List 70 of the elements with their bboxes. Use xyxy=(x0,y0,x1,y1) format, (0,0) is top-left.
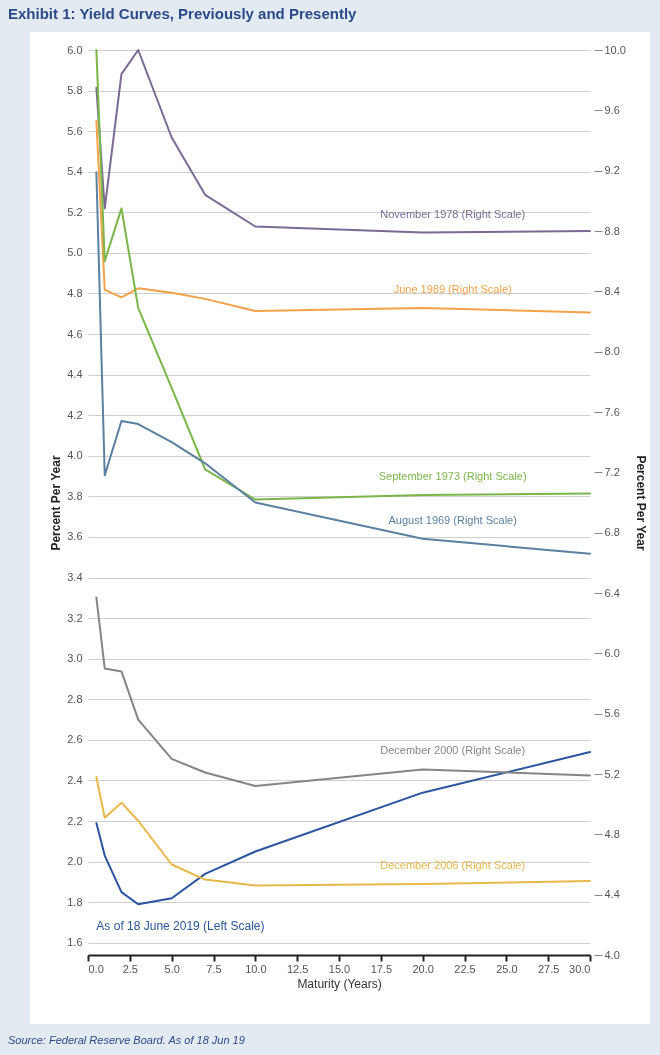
series-label: June 1989 (Right Scale) xyxy=(393,282,512,295)
line-series xyxy=(95,119,591,314)
y2-tick-label: 5.2 xyxy=(604,767,620,780)
y-tick-label: 1.6 xyxy=(67,936,83,949)
series-label: November 1978 (Right Scale) xyxy=(380,207,526,220)
y2-tick-label: 4.0 xyxy=(604,948,620,961)
y2-tick-label: 6.0 xyxy=(604,646,620,659)
source-note: Source: Federal Reserve Board. As of 18 Jun 19 xyxy=(8,1034,245,1046)
x-tick-label: 2.5 xyxy=(122,962,138,975)
y-tick-label: 4.2 xyxy=(67,408,83,421)
y2-tick-label: 4.4 xyxy=(604,888,620,901)
y2-tick-label: 6.8 xyxy=(604,526,620,539)
y2-tick-label: 10.0 xyxy=(604,43,626,56)
y-tick-label: 4.6 xyxy=(67,327,83,340)
y-tick-label: 3.0 xyxy=(67,652,83,665)
y2-tick-label: 4.8 xyxy=(604,827,620,840)
y-tick-label: 2.2 xyxy=(67,814,83,827)
y-tick-label: 2.0 xyxy=(67,855,83,868)
y-tick-label: 5.0 xyxy=(67,246,83,259)
y-tick-label: 3.6 xyxy=(67,530,83,543)
y2-tick-label: 7.6 xyxy=(604,405,620,418)
chart-title: Exhibit 1: Yield Curves, Previously and Presently xyxy=(8,5,358,22)
x-tick-label: 27.5 xyxy=(537,962,560,975)
series-label: August 1969 (Right Scale) xyxy=(388,513,517,526)
line-series xyxy=(95,171,591,555)
x-tick-label: 30.0 xyxy=(569,962,591,975)
x-tick-label: 5.0 xyxy=(164,962,180,975)
x-tick-label: 25.0 xyxy=(496,962,518,975)
series-label: December 2006 (Right Scale) xyxy=(380,859,526,872)
x-tick-label: 10.0 xyxy=(245,962,267,975)
x-tick-label: 22.5 xyxy=(454,962,476,975)
text: As of 18 June 2019 (Left Scale) xyxy=(96,919,265,934)
series-label: December 2000 (Right Scale) xyxy=(380,744,526,757)
y-tick-label: 5.4 xyxy=(67,165,83,178)
y2-tick-label: 8.4 xyxy=(604,284,620,297)
y2-axis-title: Percent Per Year xyxy=(633,455,648,551)
y-tick-label: 5.6 xyxy=(67,124,83,137)
y-axis-title: Percent Per Year xyxy=(49,455,64,551)
y2-tick-label: 6.4 xyxy=(604,586,620,599)
x-axis-title: Maturity (Years) xyxy=(297,976,382,991)
y-tick-label: 4.8 xyxy=(67,287,83,299)
y2-tick-label: 7.2 xyxy=(604,465,620,478)
y-tick-label: 2.6 xyxy=(67,733,83,746)
y-tick-label: 2.4 xyxy=(67,773,83,786)
y2-tick-label: 5.6 xyxy=(604,707,620,720)
y-tick-label: 3.4 xyxy=(67,571,83,584)
y2-tick-label: 8.0 xyxy=(604,345,620,358)
line-series xyxy=(95,596,591,788)
y2-tick-label: 9.2 xyxy=(604,164,620,177)
x-tick-label: 20.0 xyxy=(412,962,434,975)
line-series xyxy=(95,776,591,887)
x-tick-label: 15.0 xyxy=(328,962,351,975)
y-tick-label: 3.8 xyxy=(67,489,83,502)
line-series xyxy=(95,49,591,234)
y-tick-label: 1.8 xyxy=(67,895,83,908)
y-tick-label: 2.8 xyxy=(67,692,83,705)
x-tick-label: 0.0 xyxy=(88,962,104,975)
y-tick-label: 4.0 xyxy=(67,449,83,462)
y2-tick-label: 8.8 xyxy=(604,224,620,237)
series-label: September 1973 (Right Scale) xyxy=(378,469,527,482)
x-tick-label: 17.5 xyxy=(370,962,393,975)
x-tick-label: 12.5 xyxy=(286,962,309,975)
y2-tick-label: 9.6 xyxy=(604,103,620,116)
y-tick-label: 5.2 xyxy=(67,205,83,218)
y-tick-label: 5.8 xyxy=(67,84,83,97)
line-series xyxy=(95,49,591,501)
x-tick-label: 7.5 xyxy=(206,962,222,975)
y-tick-label: 4.4 xyxy=(67,368,83,381)
y-tick-label: 6.0 xyxy=(67,43,83,56)
y-tick-label: 3.2 xyxy=(67,611,83,624)
